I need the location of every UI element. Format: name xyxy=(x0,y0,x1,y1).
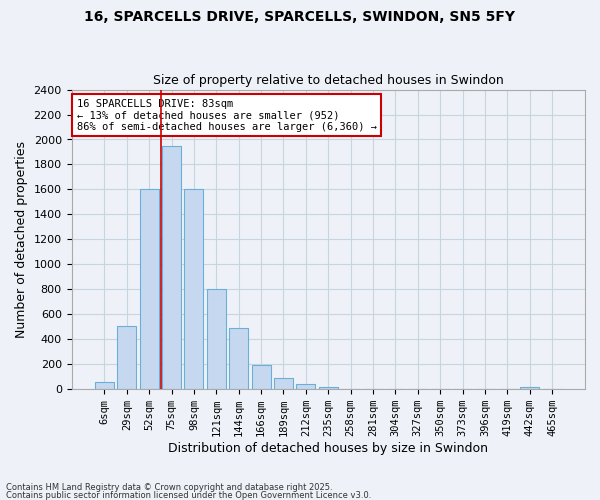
Bar xyxy=(229,328,248,389)
X-axis label: Distribution of detached houses by size in Swindon: Distribution of detached houses by size … xyxy=(168,442,488,455)
Bar xyxy=(296,384,316,389)
Bar xyxy=(319,386,338,389)
Text: Contains public sector information licensed under the Open Government Licence v3: Contains public sector information licen… xyxy=(6,490,371,500)
Bar xyxy=(140,190,158,389)
Bar xyxy=(274,378,293,389)
Bar xyxy=(364,388,383,389)
Bar xyxy=(341,388,360,389)
Bar xyxy=(520,386,539,389)
Text: Contains HM Land Registry data © Crown copyright and database right 2025.: Contains HM Land Registry data © Crown c… xyxy=(6,484,332,492)
Bar xyxy=(162,146,181,389)
Bar xyxy=(184,190,203,389)
Bar xyxy=(251,365,271,389)
Bar xyxy=(117,326,136,389)
Y-axis label: Number of detached properties: Number of detached properties xyxy=(15,141,28,338)
Title: Size of property relative to detached houses in Swindon: Size of property relative to detached ho… xyxy=(153,74,503,87)
Text: 16, SPARCELLS DRIVE, SPARCELLS, SWINDON, SN5 5FY: 16, SPARCELLS DRIVE, SPARCELLS, SWINDON,… xyxy=(85,10,515,24)
Bar xyxy=(95,382,114,389)
Bar xyxy=(207,290,226,389)
Text: 16 SPARCELLS DRIVE: 83sqm
← 13% of detached houses are smaller (952)
86% of semi: 16 SPARCELLS DRIVE: 83sqm ← 13% of detac… xyxy=(77,98,377,132)
